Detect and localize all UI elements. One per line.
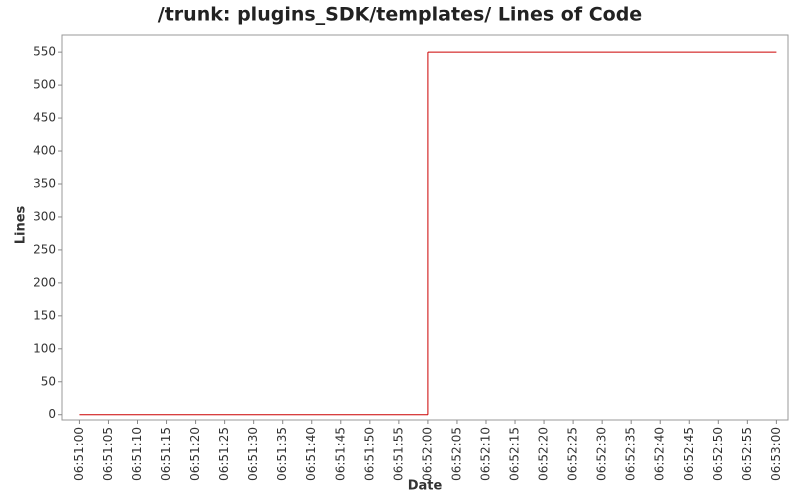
y-tick-label: 250 xyxy=(33,242,56,256)
x-tick-label: 06:51:00 xyxy=(72,427,86,481)
x-tick-label: 06:51:45 xyxy=(333,427,347,481)
x-tick-label: 06:51:05 xyxy=(101,427,115,481)
x-tick-label: 06:52:20 xyxy=(537,427,551,481)
x-tick-label: 06:51:40 xyxy=(304,427,318,481)
x-tick-label: 06:52:00 xyxy=(420,427,434,481)
x-tick-label: 06:51:10 xyxy=(130,427,144,481)
y-tick-label: 400 xyxy=(33,144,56,158)
y-tick-label: 500 xyxy=(33,78,56,92)
x-tick-label: 06:52:50 xyxy=(711,427,725,481)
x-tick-label: 06:52:15 xyxy=(508,427,522,481)
x-tick-label: 06:51:20 xyxy=(188,427,202,481)
x-tick-label: 06:52:45 xyxy=(682,427,696,481)
y-tick-label: 50 xyxy=(41,374,56,388)
chart-title: /trunk: plugins_SDK/templates/ Lines of … xyxy=(158,4,642,26)
x-tick-label: 06:52:05 xyxy=(449,427,463,481)
x-tick-label: 06:51:35 xyxy=(275,427,289,481)
y-tick-label: 450 xyxy=(33,111,56,125)
y-tick-label: 100 xyxy=(33,341,56,355)
x-tick-label: 06:52:30 xyxy=(595,427,609,481)
x-axis-label: Date xyxy=(408,479,443,494)
y-tick-label: 550 xyxy=(33,45,56,59)
x-tick-label: 06:51:25 xyxy=(217,427,231,481)
y-tick-label: 200 xyxy=(33,275,56,289)
x-tick-label: 06:52:10 xyxy=(478,427,492,481)
x-tick-label: 06:52:35 xyxy=(624,427,638,481)
x-tick-label: 06:51:55 xyxy=(391,427,405,481)
x-tick-label: 06:51:15 xyxy=(159,427,173,481)
x-tick-label: 06:52:40 xyxy=(653,427,667,481)
x-tick-label: 06:51:30 xyxy=(246,427,260,481)
y-tick-label: 350 xyxy=(33,176,56,190)
y-tick-label: 300 xyxy=(33,209,56,223)
x-tick-label: 06:52:55 xyxy=(740,427,754,481)
y-tick-label: 150 xyxy=(33,308,56,322)
x-tick-label: 06:52:25 xyxy=(566,427,580,481)
y-axis-label: Lines xyxy=(14,205,29,244)
y-tick-label: 0 xyxy=(48,407,56,421)
plot-area xyxy=(61,34,789,421)
x-tick-label: 06:53:00 xyxy=(769,427,783,481)
x-tick-label: 06:51:50 xyxy=(362,427,376,481)
